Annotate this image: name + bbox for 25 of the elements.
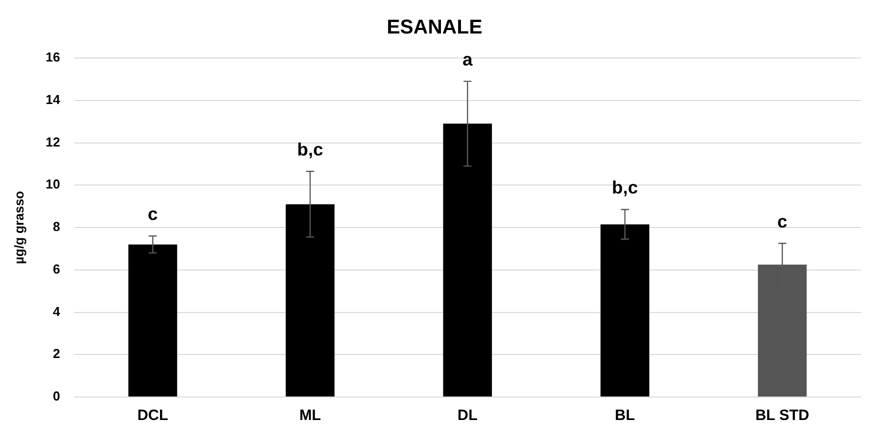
y-tick-label: 16 [46, 50, 60, 65]
bar [128, 244, 178, 396]
y-tick-label: 10 [46, 176, 60, 192]
y-tick-label: 0 [52, 388, 60, 404]
bar [286, 204, 335, 396]
annotation: a [462, 49, 474, 70]
y-tick-label: 14 [46, 92, 61, 107]
x-tick-label: BL [614, 407, 635, 424]
y-tick-label: 8 [52, 219, 60, 234]
y-tick-label: 12 [46, 134, 60, 150]
annotation: c [777, 211, 788, 232]
y-tick-label: 6 [52, 261, 60, 276]
bar [443, 124, 492, 396]
y-axis-title: µg/g grasso [11, 190, 26, 264]
y-tick-label: 2 [52, 346, 60, 362]
chart-title: ESANALE [386, 16, 482, 39]
x-tick-label: DCL [137, 407, 168, 424]
bar [600, 224, 650, 396]
x-tick-label: DL [458, 407, 478, 424]
annotation: b,c [297, 139, 324, 160]
x-tick-label: BL STD [755, 407, 810, 424]
y-tick-label: 4 [52, 304, 61, 319]
annotation: b,c [612, 177, 638, 198]
x-tick-label: ML [299, 407, 321, 424]
annotation: c [148, 204, 158, 224]
